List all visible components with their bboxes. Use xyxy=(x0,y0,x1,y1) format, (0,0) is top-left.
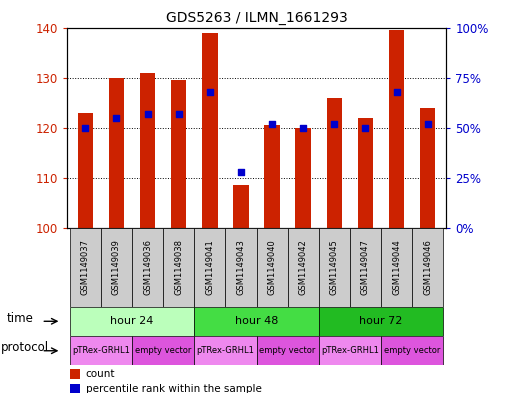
Text: hour 48: hour 48 xyxy=(235,316,278,326)
Bar xyxy=(70,384,80,393)
Point xyxy=(330,121,339,127)
Bar xyxy=(70,307,194,336)
Bar xyxy=(381,336,443,365)
Text: GSM1149042: GSM1149042 xyxy=(299,239,308,295)
Bar xyxy=(140,73,155,228)
Bar xyxy=(326,97,342,228)
Text: GSM1149047: GSM1149047 xyxy=(361,239,370,295)
Bar xyxy=(256,228,288,307)
Point xyxy=(392,88,401,95)
Text: empty vector: empty vector xyxy=(260,346,316,355)
Text: pTRex-GRHL1: pTRex-GRHL1 xyxy=(72,346,130,355)
Point xyxy=(361,125,369,131)
Bar xyxy=(319,307,443,336)
Point xyxy=(174,110,183,117)
Bar xyxy=(194,228,225,307)
Bar xyxy=(264,125,280,228)
Bar xyxy=(109,78,124,228)
Bar xyxy=(233,185,249,228)
Bar xyxy=(163,228,194,307)
Bar xyxy=(101,228,132,307)
Point xyxy=(81,125,89,131)
Text: GSM1149045: GSM1149045 xyxy=(330,239,339,295)
Bar xyxy=(77,113,93,228)
Text: empty vector: empty vector xyxy=(384,346,440,355)
Text: protocol: protocol xyxy=(2,341,49,354)
Bar xyxy=(225,228,256,307)
Text: hour 24: hour 24 xyxy=(110,316,154,326)
Bar xyxy=(412,228,443,307)
Bar xyxy=(358,118,373,228)
Text: GSM1149043: GSM1149043 xyxy=(236,239,245,295)
Text: empty vector: empty vector xyxy=(135,346,191,355)
Text: GSM1149039: GSM1149039 xyxy=(112,239,121,295)
Bar xyxy=(295,128,311,228)
Text: time: time xyxy=(7,312,33,325)
Text: GSM1149036: GSM1149036 xyxy=(143,239,152,295)
Point xyxy=(268,121,276,127)
Bar xyxy=(132,336,194,365)
Bar xyxy=(70,336,132,365)
Text: count: count xyxy=(86,369,115,379)
Bar xyxy=(319,336,381,365)
Bar xyxy=(389,30,404,228)
Bar xyxy=(70,228,101,307)
Bar xyxy=(350,228,381,307)
Bar xyxy=(319,228,350,307)
Bar xyxy=(256,336,319,365)
Text: percentile rank within the sample: percentile rank within the sample xyxy=(86,384,262,393)
Text: pTRex-GRHL1: pTRex-GRHL1 xyxy=(196,346,254,355)
Bar xyxy=(70,369,80,379)
Point xyxy=(206,88,214,95)
Text: hour 72: hour 72 xyxy=(359,316,403,326)
Text: GSM1149040: GSM1149040 xyxy=(268,239,277,295)
Title: GDS5263 / ILMN_1661293: GDS5263 / ILMN_1661293 xyxy=(166,11,347,25)
Text: GSM1149044: GSM1149044 xyxy=(392,239,401,295)
Bar xyxy=(288,228,319,307)
Bar xyxy=(194,307,319,336)
Bar xyxy=(194,336,256,365)
Point xyxy=(424,121,432,127)
Bar xyxy=(202,33,218,228)
Text: GSM1149037: GSM1149037 xyxy=(81,239,90,295)
Text: pTRex-GRHL1: pTRex-GRHL1 xyxy=(321,346,379,355)
Text: GSM1149046: GSM1149046 xyxy=(423,239,432,295)
Bar xyxy=(132,228,163,307)
Point xyxy=(237,169,245,175)
Point xyxy=(144,110,152,117)
Point xyxy=(299,125,307,131)
Point xyxy=(112,114,121,121)
Bar xyxy=(381,228,412,307)
Text: GSM1149038: GSM1149038 xyxy=(174,239,183,295)
Bar xyxy=(420,108,436,228)
Bar xyxy=(171,80,187,228)
Text: GSM1149041: GSM1149041 xyxy=(205,239,214,295)
